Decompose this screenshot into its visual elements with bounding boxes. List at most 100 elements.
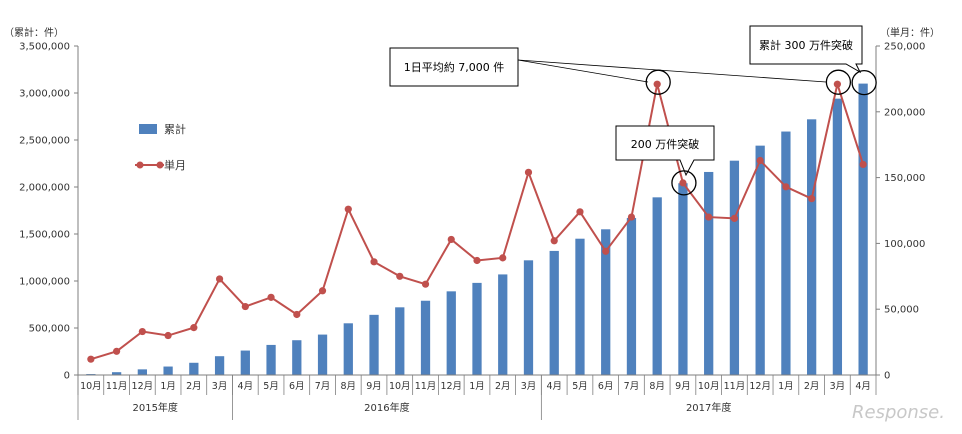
month-label: 2月: [495, 381, 511, 392]
month-label: 2月: [804, 381, 820, 392]
line-point: [293, 310, 301, 319]
bar: [446, 291, 456, 375]
line-point: [730, 214, 739, 222]
line-point: [833, 80, 841, 88]
bar: [523, 260, 534, 375]
bar: [781, 131, 791, 375]
month-label: 11月: [724, 381, 746, 392]
month-label: 1月: [160, 381, 176, 392]
highlight-circle: [671, 170, 697, 196]
bar: [858, 83, 868, 375]
line-point: [782, 183, 790, 191]
line-point: [602, 247, 610, 255]
bar: [626, 218, 637, 375]
bar: [343, 323, 353, 375]
month-label: 6月: [289, 381, 305, 392]
left-tick-label: 2,000,000: [19, 183, 70, 194]
line-point: [87, 355, 95, 363]
right-tick-label: 200,000: [884, 107, 925, 118]
callouts: 1日平均約 7,000 件 200 万件突破 累計 300 万件突破: [389, 25, 863, 177]
month-label: 1月: [469, 381, 485, 392]
line-point: [705, 213, 713, 221]
bar: [369, 314, 379, 375]
callout-leader: [517, 59, 827, 83]
callout-box-daily-average: [389, 47, 519, 87]
month-label: 8月: [341, 381, 357, 392]
highlight-circles: [645, 69, 877, 196]
month-label: 12月: [132, 381, 154, 392]
month-label: 12月: [440, 381, 462, 392]
bar: [163, 366, 173, 375]
legend-line-marker: [156, 161, 164, 169]
line-point: [344, 205, 352, 213]
fiscal-year-labels: 2015年度 2016年度 2017年度: [77, 375, 731, 420]
callout-daily-average: 1日平均約 7,000 件: [404, 60, 504, 74]
right-axis: 0 50,000 100,000 150,000 200,000 250,000: [876, 42, 925, 382]
line-point: [396, 272, 404, 280]
line-point: [447, 235, 455, 244]
line-point: [679, 179, 687, 187]
bar: [832, 98, 843, 375]
line-point: [524, 168, 533, 176]
month-label: 7月: [315, 381, 331, 392]
legend-bar-swatch: [139, 124, 157, 134]
right-tick-label: 150,000: [884, 173, 925, 184]
left-axis: 0 500,000 1,000,000 1,500,000 2,000,000 2,500…: [19, 42, 78, 382]
line-point: [113, 347, 121, 355]
left-tick-label: 3,000,000: [19, 89, 70, 100]
bar: [575, 238, 585, 375]
month-label: 9月: [366, 381, 382, 392]
callout-leader: [517, 59, 649, 83]
bar: [137, 369, 147, 375]
month-label: 10月: [389, 381, 411, 392]
line-point: [808, 195, 816, 203]
bar: [420, 300, 431, 375]
bar: [807, 119, 817, 375]
month-label: 4月: [238, 381, 254, 392]
right-tick-label: 100,000: [884, 239, 925, 250]
left-tick-label: 1,500,000: [19, 230, 70, 241]
left-tick-label: 1,000,000: [19, 277, 70, 288]
month-label: 10月: [80, 381, 102, 392]
legend-line-marker: [136, 161, 144, 169]
month-label: 7月: [624, 381, 640, 392]
line-point: [370, 258, 378, 266]
fiscal-year-label: 2016年度: [364, 401, 409, 414]
month-label: 3月: [212, 381, 228, 392]
bar: [498, 274, 508, 375]
bar: [214, 356, 225, 375]
bar-series: [86, 83, 868, 375]
month-label: 4月: [855, 381, 871, 392]
line-point: [576, 208, 584, 216]
highlight-circle: [825, 69, 852, 95]
callout-2m: 200 万件突破: [631, 137, 700, 151]
axes: [77, 46, 877, 376]
legend-line-label: 単月: [164, 158, 186, 172]
highlight-circle: [851, 69, 877, 96]
right-tick-label: 0: [884, 371, 890, 382]
month-label: 6月: [598, 381, 614, 392]
bar: [755, 145, 765, 375]
highlight-circle: [645, 69, 671, 95]
bar: [652, 197, 662, 375]
right-axis-unit: （単月：件）: [880, 26, 940, 39]
bar: [317, 334, 328, 375]
fiscal-year-label: 2015年度: [132, 401, 177, 414]
legend-bar-label: 累計: [164, 122, 186, 136]
left-tick-label: 2,500,000: [19, 136, 70, 147]
watermark: Response.: [852, 402, 945, 423]
bar: [292, 340, 302, 375]
bar: [395, 307, 405, 375]
line-point: [267, 293, 275, 301]
left-tick-label: 0: [64, 371, 70, 382]
line-point: [138, 327, 146, 336]
line-point: [421, 280, 430, 288]
line-point: [550, 237, 558, 245]
line-point: [318, 287, 327, 295]
bar: [472, 282, 482, 375]
bar: [704, 171, 714, 375]
line-point: [190, 324, 198, 332]
month-label: 12月: [749, 381, 771, 392]
month-label: 3月: [521, 381, 537, 392]
